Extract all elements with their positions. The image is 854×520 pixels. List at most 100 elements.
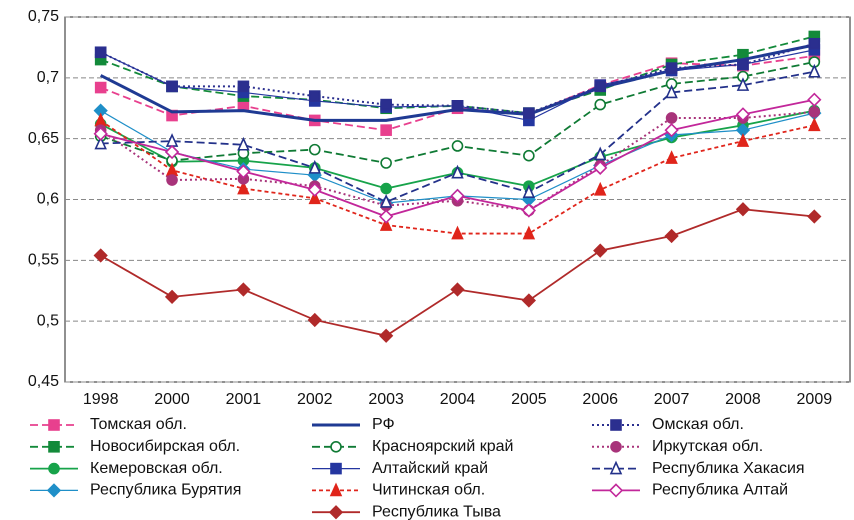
marker <box>521 203 536 218</box>
marker <box>93 248 108 263</box>
y-tick-label: 0,65 <box>28 130 59 147</box>
marker <box>328 505 344 520</box>
marker <box>164 289 180 304</box>
x-tick-label: 2007 <box>654 391 690 408</box>
legend-label: РФ <box>372 416 395 433</box>
marker <box>380 124 392 136</box>
x-tick-label: 2003 <box>368 391 404 408</box>
marker <box>94 135 107 150</box>
marker <box>46 483 62 498</box>
series <box>94 63 821 208</box>
marker <box>808 117 821 132</box>
marker <box>379 194 393 208</box>
marker <box>664 228 679 244</box>
marker <box>450 188 465 203</box>
legend-entry: Республика Тыва <box>312 503 501 520</box>
series <box>94 56 821 169</box>
marker <box>380 157 392 169</box>
legend-label: Иркутская обл. <box>652 438 763 455</box>
series <box>94 112 821 240</box>
marker <box>237 80 250 93</box>
marker <box>735 107 751 122</box>
marker <box>166 174 178 186</box>
legend-label: Томская обл. <box>90 416 187 433</box>
legend-entry: Алтайский край <box>312 460 488 477</box>
marker <box>236 282 251 297</box>
marker <box>593 160 608 175</box>
legend-entry: Республика Хакасия <box>592 460 805 477</box>
y-tick-label: 0,55 <box>28 252 59 269</box>
legend-entry: Красноярский край <box>312 438 513 455</box>
marker <box>665 150 678 164</box>
legend-entry: Омская обл. <box>592 416 744 433</box>
legend-label: Омская обл. <box>652 416 744 433</box>
marker <box>48 419 60 431</box>
marker <box>330 462 342 475</box>
marker <box>593 243 608 258</box>
y-tick-label: 0,5 <box>37 312 59 329</box>
marker <box>307 312 322 328</box>
marker <box>808 106 821 118</box>
marker <box>665 62 678 74</box>
marker <box>48 462 60 475</box>
marker <box>307 182 322 197</box>
marker <box>379 217 393 231</box>
legend-entry: Кемеровская обл. <box>30 460 223 477</box>
marker <box>610 440 622 453</box>
marker <box>522 184 536 198</box>
legend-entry: Республика Алтай <box>592 482 788 499</box>
series-line <box>100 55 815 132</box>
legend-label: Красноярский край <box>372 438 513 455</box>
marker <box>736 77 750 91</box>
legend-entry: Республика Бурятия <box>30 482 241 499</box>
marker <box>608 483 624 498</box>
series <box>94 37 821 119</box>
marker <box>380 98 392 111</box>
x-tick-label: 2001 <box>226 391 262 408</box>
legend-entry: Иркутская обл. <box>592 438 763 455</box>
marker <box>593 146 607 161</box>
y-tick-label: 0,75 <box>28 8 59 25</box>
x-tick-label: 2005 <box>511 391 547 408</box>
y-tick-label: 0,7 <box>37 69 59 86</box>
x-tick-label: 1998 <box>83 391 119 408</box>
marker <box>807 92 822 107</box>
legend-entry: РФ <box>312 416 395 433</box>
marker <box>308 90 321 102</box>
marker <box>48 440 60 453</box>
legend-label: Читинская обл. <box>372 482 485 499</box>
marker <box>593 181 607 196</box>
marker <box>523 149 535 162</box>
marker <box>609 460 623 475</box>
marker <box>450 282 465 297</box>
marker <box>451 164 464 179</box>
marker <box>737 58 749 71</box>
legend-label: Республика Алтай <box>652 482 788 499</box>
legend-label: Республика Тыва <box>372 503 501 520</box>
marker <box>94 81 107 94</box>
marker <box>736 133 750 147</box>
marker <box>164 144 180 160</box>
x-tick-label: 2004 <box>440 391 476 408</box>
marker <box>594 80 607 93</box>
x-tick-label: 2006 <box>582 391 618 408</box>
marker <box>236 164 251 179</box>
x-tick-label: 2000 <box>154 391 190 408</box>
series <box>93 92 822 224</box>
marker <box>665 84 678 99</box>
marker <box>166 80 178 93</box>
marker <box>808 63 821 78</box>
marker <box>523 107 535 119</box>
series <box>93 202 822 343</box>
y-tick-label: 0,6 <box>37 191 59 208</box>
x-tick-label: 2008 <box>725 391 761 408</box>
legend-label: Новосибирская обл. <box>90 438 240 455</box>
legend-entry: Читинская обл. <box>312 482 485 499</box>
marker <box>735 202 751 217</box>
marker <box>451 140 464 152</box>
marker <box>379 209 394 224</box>
marker <box>521 293 536 308</box>
legend-entry: Новосибирская обл. <box>30 438 240 455</box>
marker <box>93 126 108 141</box>
marker <box>522 225 536 240</box>
